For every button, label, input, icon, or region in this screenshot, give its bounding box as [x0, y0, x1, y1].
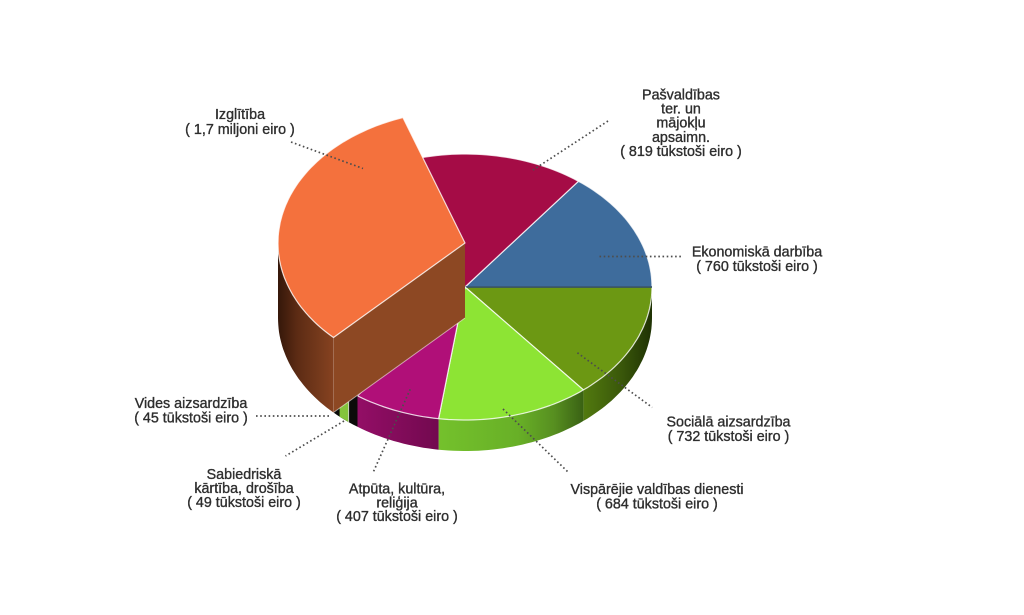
svg-text:( 732 tūkstoši eiro ): ( 732 tūkstoši eiro )	[668, 429, 790, 445]
svg-text:reliģija: reliģija	[376, 495, 417, 511]
svg-text:( 1,7 miljoni eiro ): ( 1,7 miljoni eiro )	[185, 122, 295, 138]
svg-text:( 49 tūkstoši eiro ): ( 49 tūkstoši eiro )	[187, 495, 301, 511]
svg-text:Vispārējie valdības dienesti: Vispārējie valdības dienesti	[571, 482, 744, 498]
svg-text:Ekonomiskā darbība: Ekonomiskā darbība	[692, 245, 822, 261]
svg-text:( 760 tūkstoši eiro ): ( 760 tūkstoši eiro )	[696, 259, 818, 275]
svg-text:( 45 tūkstoši eiro ): ( 45 tūkstoši eiro )	[134, 410, 248, 426]
svg-text:Sociālā aizsardzība: Sociālā aizsardzība	[667, 415, 791, 431]
svg-text:apsaimn.: apsaimn.	[652, 130, 710, 146]
svg-text:( 819 tūkstoši eiro ): ( 819 tūkstoši eiro )	[620, 144, 742, 160]
svg-text:Atpūta, kultūra,: Atpūta, kultūra,	[349, 482, 445, 498]
svg-text:kārtība, drošība: kārtība, drošība	[194, 481, 293, 497]
svg-text:Izglītība: Izglītība	[215, 107, 265, 123]
svg-text:mājokļu: mājokļu	[656, 116, 705, 132]
svg-text:( 407 tūkstoši eiro ): ( 407 tūkstoši eiro )	[336, 509, 458, 525]
svg-text:( 684 tūkstoši eiro ): ( 684 tūkstoši eiro )	[596, 497, 718, 513]
svg-text:Sabiedriskā: Sabiedriskā	[207, 467, 282, 483]
svg-text:ter. un: ter. un	[661, 102, 701, 118]
svg-text:Pašvaldības: Pašvaldības	[642, 87, 720, 103]
svg-text:Vides aizsardzība: Vides aizsardzība	[135, 396, 248, 412]
